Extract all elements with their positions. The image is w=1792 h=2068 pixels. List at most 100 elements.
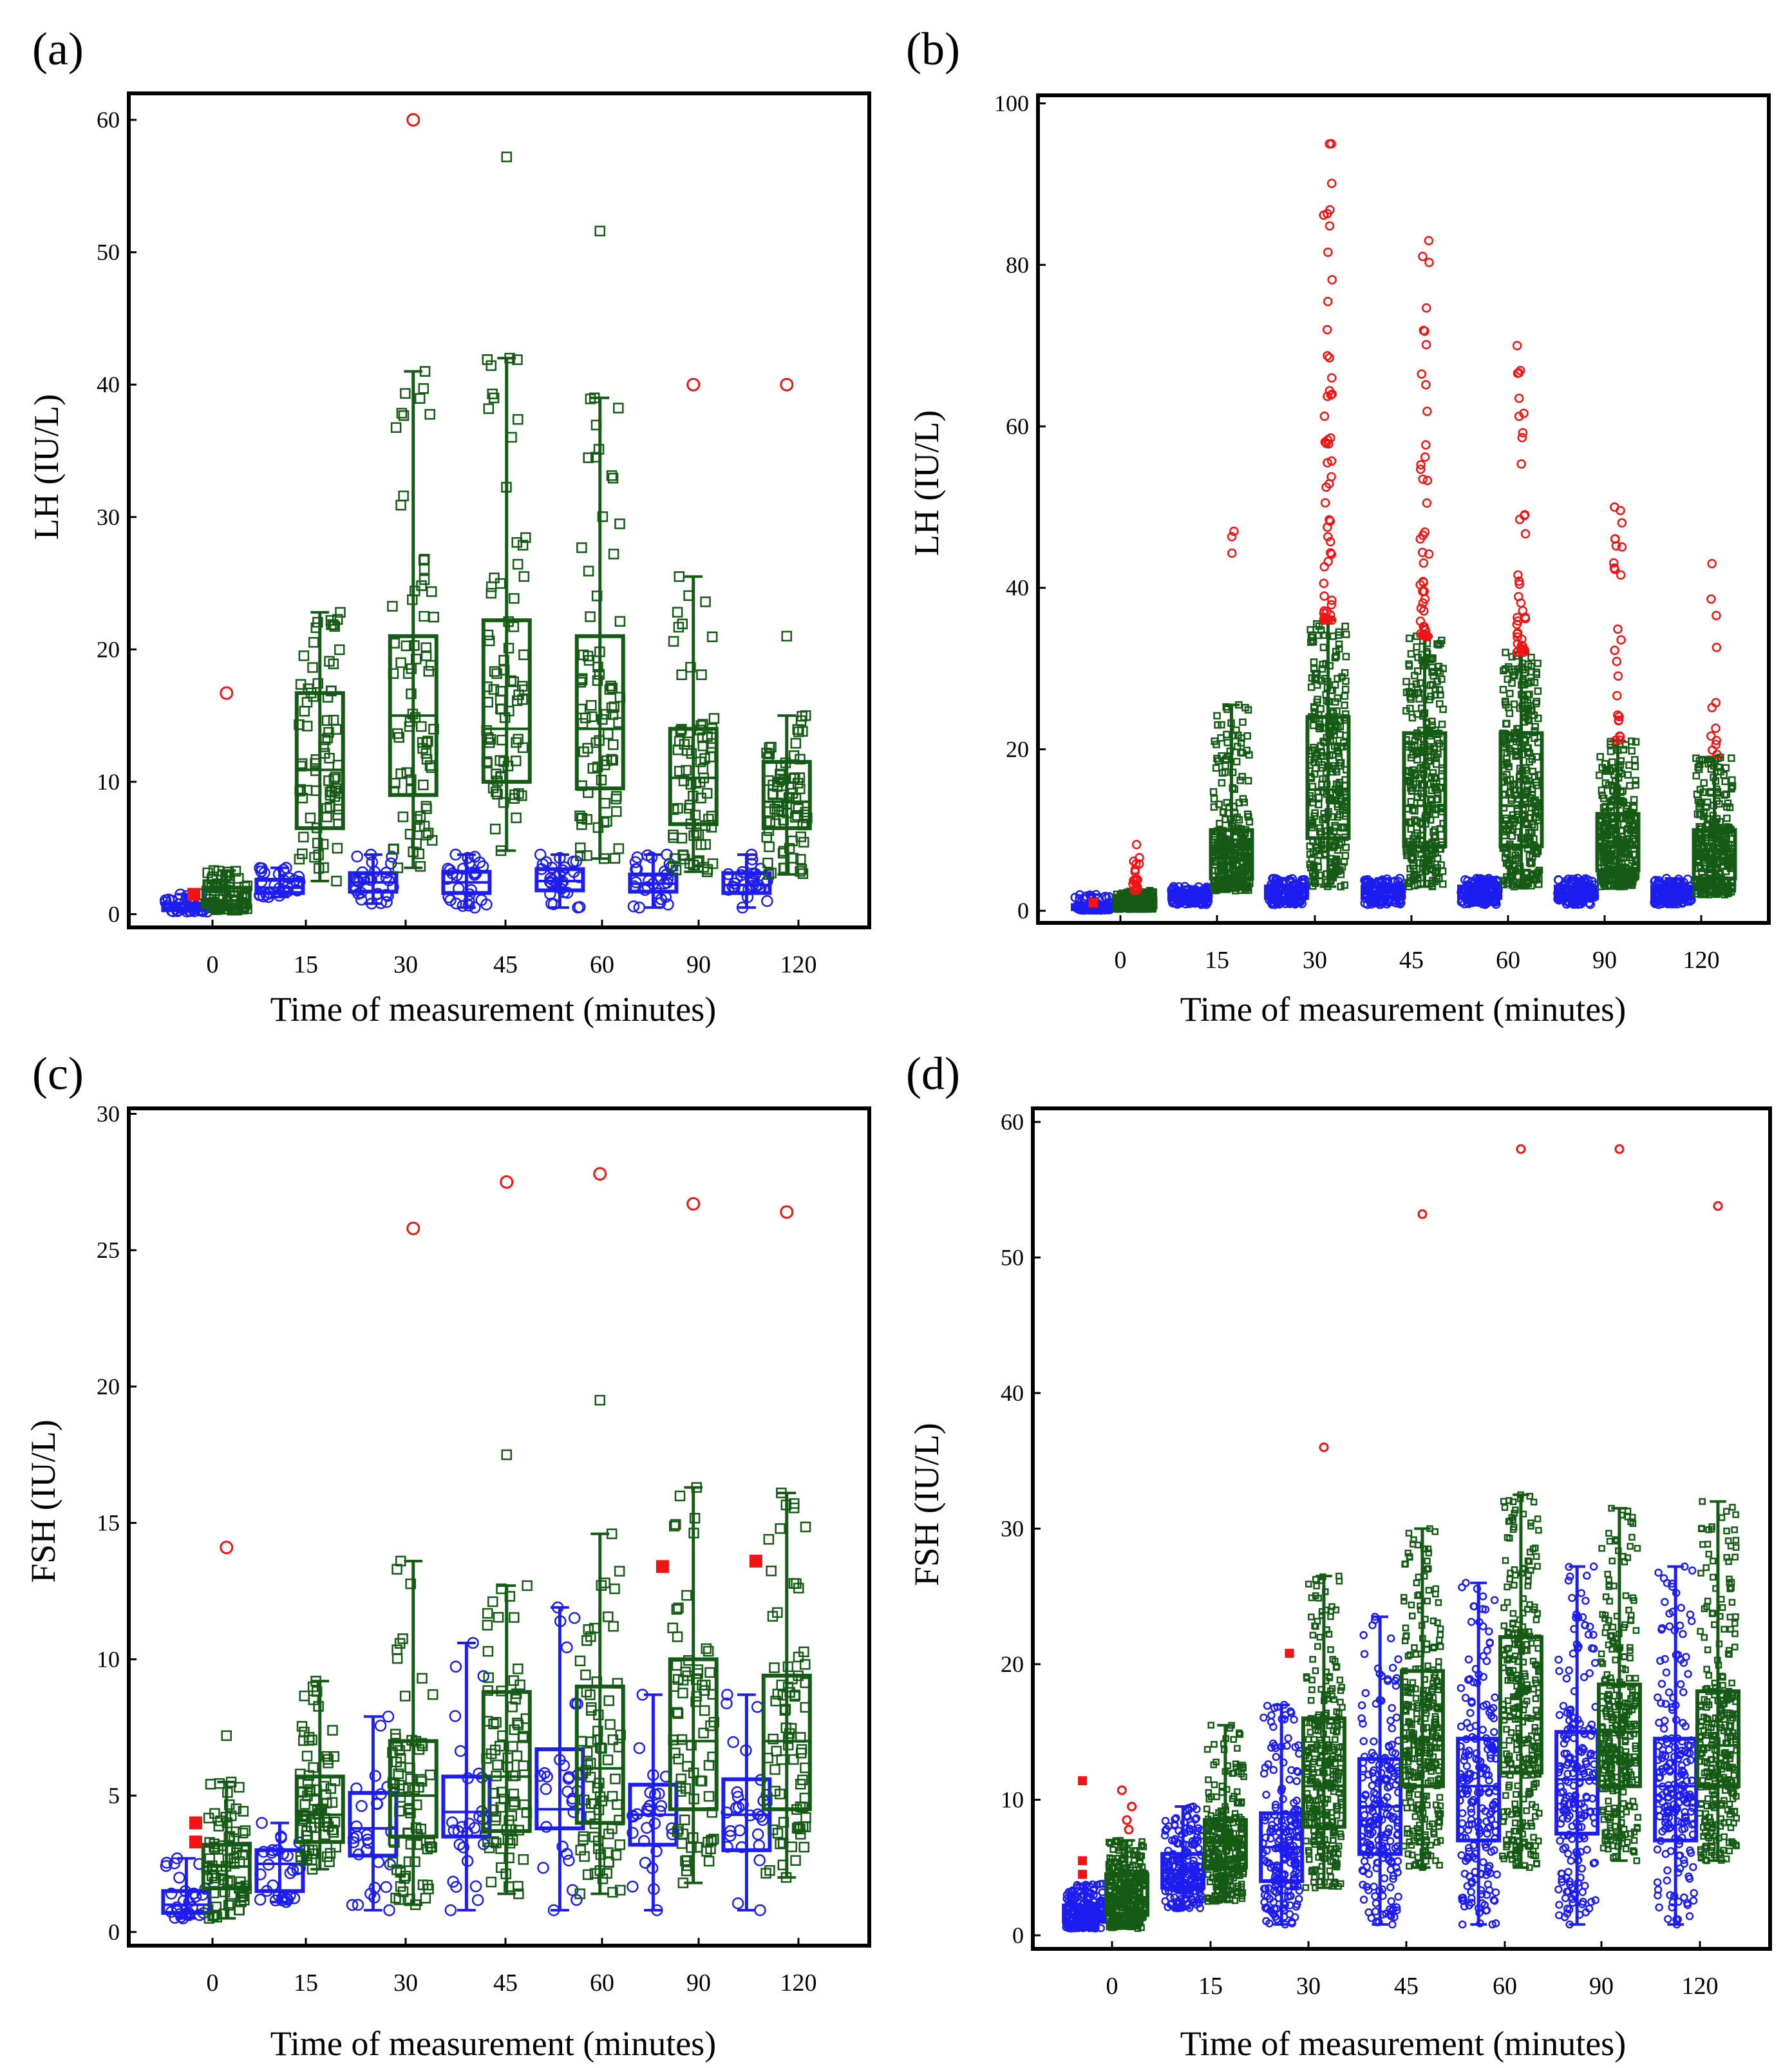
red-outlier (1323, 458, 1332, 468)
data-point (561, 1785, 574, 1798)
data-point (627, 1826, 639, 1839)
data-point (1413, 829, 1421, 837)
data-point (673, 1753, 684, 1765)
data-point (585, 394, 596, 404)
data-point (518, 571, 530, 582)
data-point (496, 1787, 507, 1798)
data-point (506, 432, 517, 443)
data-point (1419, 860, 1427, 868)
data-point (1628, 747, 1636, 755)
data-point (509, 593, 520, 604)
data-point (583, 1624, 594, 1635)
red-outlier (1422, 498, 1432, 508)
data-point (1079, 894, 1089, 904)
red-outlier (1424, 258, 1434, 267)
data-point (321, 1750, 332, 1762)
data-point (574, 842, 586, 853)
red-outlier (686, 377, 701, 392)
x-tick-label: 60 (1493, 1973, 1517, 2000)
data-point (1411, 737, 1419, 745)
data-point (581, 1635, 592, 1646)
data-point (1502, 730, 1509, 738)
data-point (581, 1687, 592, 1698)
data-point (368, 1881, 381, 1894)
data-point (708, 1834, 719, 1845)
x-tick-label: 0 (1115, 947, 1127, 974)
data-point (409, 1784, 420, 1795)
data-point (452, 1825, 465, 1837)
data-point (601, 1868, 613, 1879)
data-point (540, 1821, 552, 1833)
data-point (1708, 833, 1715, 841)
data-point (796, 864, 807, 875)
data-point (1215, 880, 1223, 887)
data-point (585, 1811, 596, 1822)
red-outlier (1611, 541, 1621, 551)
data-point (1376, 886, 1386, 896)
data-point (1321, 832, 1329, 840)
data-point (521, 1807, 533, 1818)
red-outlier (1707, 558, 1717, 569)
data-point (1332, 857, 1340, 865)
data-point (209, 879, 220, 891)
data-point (1387, 896, 1397, 906)
data-point (410, 654, 422, 665)
y-tick-label: 15 (97, 1510, 120, 1536)
red-marker (1088, 898, 1099, 908)
red-outlier (1513, 632, 1522, 642)
outlier-point (594, 225, 605, 237)
data-point (1630, 803, 1638, 811)
data-point (1527, 653, 1535, 661)
data-point (399, 1691, 411, 1702)
data-point (312, 837, 323, 849)
data-point (1431, 685, 1439, 694)
data-point (695, 792, 706, 804)
data-point (372, 1856, 385, 1868)
data-point (223, 882, 234, 893)
red-outlier (1712, 750, 1722, 759)
data-point (1509, 825, 1517, 833)
data-point (672, 1826, 683, 1837)
data-point (1500, 831, 1509, 840)
data-point (698, 1727, 709, 1739)
data-point (409, 640, 420, 651)
x-tick-label: 60 (590, 951, 614, 978)
data-point (1325, 713, 1333, 721)
data-point (1533, 697, 1541, 706)
data-point (1316, 851, 1324, 859)
data-point (613, 1741, 625, 1752)
data-point (754, 1904, 766, 1917)
data-point (307, 1845, 318, 1855)
y-axis-label: LH (IU/L) (907, 410, 946, 556)
data-point (778, 1817, 789, 1828)
data-point (481, 1753, 492, 1764)
data-point (1416, 679, 1424, 687)
data-point (1210, 795, 1218, 803)
data-point (298, 1809, 309, 1821)
data-point (1702, 803, 1710, 811)
data-point (1336, 730, 1344, 739)
red-outlier (1711, 739, 1721, 750)
y-tick-label: 0 (1017, 898, 1029, 924)
data-point (1317, 748, 1325, 757)
data-point (482, 1836, 493, 1848)
data-point (329, 621, 341, 632)
red-outlier (1416, 603, 1426, 613)
data-point (782, 1661, 794, 1673)
x-axis-label: Time of measurement (minutes) (1180, 2024, 1626, 2063)
data-point (501, 1824, 513, 1836)
red-outlier (1229, 526, 1239, 536)
data-point (1427, 754, 1435, 761)
data-point (724, 1830, 737, 1842)
data-point (688, 1832, 699, 1843)
data-point (1425, 654, 1433, 663)
data-point (504, 1852, 514, 1864)
data-point (1239, 859, 1247, 867)
data-point (1310, 658, 1318, 666)
data-point (1554, 893, 1564, 903)
data-point (297, 792, 308, 804)
data-point (1628, 881, 1636, 889)
data-point (1334, 674, 1341, 683)
red-outlier (500, 1175, 514, 1189)
data-point (627, 900, 640, 913)
